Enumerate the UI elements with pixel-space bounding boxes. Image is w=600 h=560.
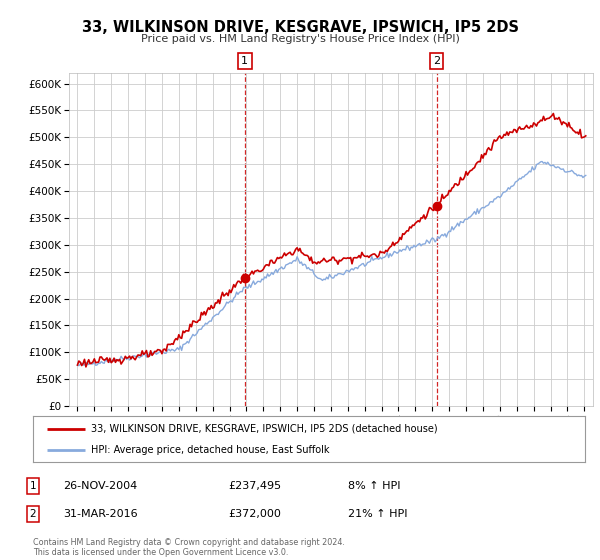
Text: 26-NOV-2004: 26-NOV-2004 xyxy=(63,481,137,491)
Text: 31-MAR-2016: 31-MAR-2016 xyxy=(63,509,137,519)
Text: HPI: Average price, detached house, East Suffolk: HPI: Average price, detached house, East… xyxy=(91,445,329,455)
Text: 33, WILKINSON DRIVE, KESGRAVE, IPSWICH, IP5 2DS (detached house): 33, WILKINSON DRIVE, KESGRAVE, IPSWICH, … xyxy=(91,424,437,434)
Text: Contains HM Land Registry data © Crown copyright and database right 2024.
This d: Contains HM Land Registry data © Crown c… xyxy=(33,538,345,557)
Text: £372,000: £372,000 xyxy=(228,509,281,519)
Text: Price paid vs. HM Land Registry's House Price Index (HPI): Price paid vs. HM Land Registry's House … xyxy=(140,34,460,44)
Text: 2: 2 xyxy=(433,56,440,66)
Text: 21% ↑ HPI: 21% ↑ HPI xyxy=(348,509,407,519)
Text: 33, WILKINSON DRIVE, KESGRAVE, IPSWICH, IP5 2DS: 33, WILKINSON DRIVE, KESGRAVE, IPSWICH, … xyxy=(82,20,518,35)
Text: 1: 1 xyxy=(241,56,248,66)
Text: 8% ↑ HPI: 8% ↑ HPI xyxy=(348,481,401,491)
Text: 2: 2 xyxy=(29,509,37,519)
Text: 1: 1 xyxy=(29,481,37,491)
Text: £237,495: £237,495 xyxy=(228,481,281,491)
